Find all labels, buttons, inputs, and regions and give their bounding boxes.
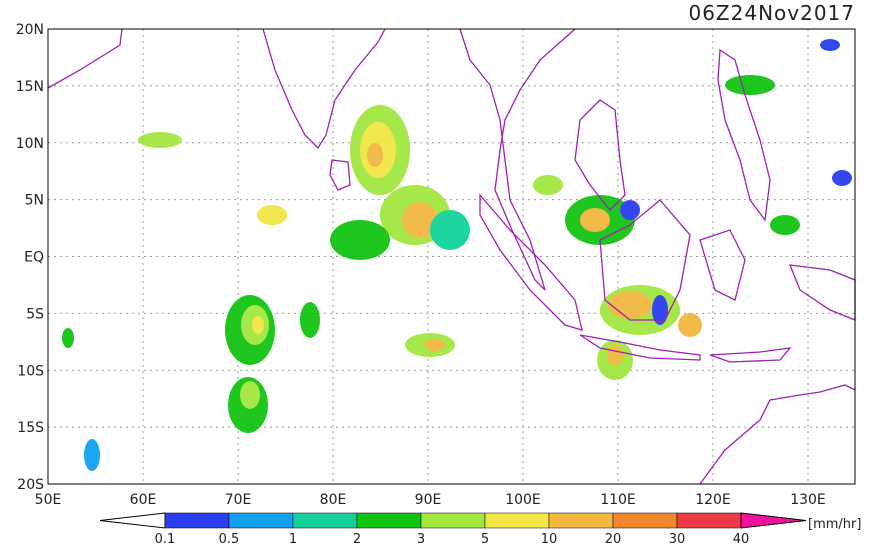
- coastline: [599, 199, 691, 321]
- colorbar-label: 0.5: [219, 532, 240, 544]
- colorbar-label: 1: [289, 532, 297, 544]
- lon-label: 60E: [130, 492, 157, 508]
- lat-label: EQ: [24, 250, 44, 266]
- colorbar: 0.1 0.5 1 2 3 5 10 20 30 40 [mm/hr]: [99, 512, 861, 547]
- lat-label: 20N: [16, 22, 44, 38]
- coastline: [47, 28, 123, 89]
- map-frame: [47, 28, 856, 485]
- lat-label: 10N: [16, 136, 44, 152]
- lon-label: 80E: [320, 492, 347, 508]
- lat-label: 10S: [17, 363, 44, 379]
- colorbar-label: 3: [417, 532, 425, 544]
- colorbar-segment: [612, 512, 678, 529]
- lat-label: 5S: [26, 306, 44, 322]
- lon-label: 120E: [695, 492, 731, 508]
- rain-blob: [62, 39, 852, 471]
- precip-field: [62, 39, 852, 471]
- coastline: [717, 48, 771, 222]
- colorbar-label: 30: [669, 532, 686, 544]
- colorbar-segment: [164, 512, 230, 529]
- colorbar-segment: [548, 512, 614, 529]
- coastline: [709, 347, 792, 363]
- colorbar-label: 5: [481, 532, 489, 544]
- lon-label: 70E: [225, 492, 252, 508]
- lon-label: 50E: [35, 492, 62, 508]
- lon-label: 130E: [790, 492, 826, 508]
- coastline: [479, 193, 583, 331]
- coastline: [579, 334, 701, 361]
- coastlines: [47, 28, 856, 485]
- colorbar-label: 2: [353, 532, 361, 544]
- colorbar-unit: [mm/hr]: [808, 517, 861, 532]
- colorbar-segment: [484, 512, 550, 529]
- coastline: [262, 28, 386, 150]
- coastline: [699, 384, 856, 485]
- lon-label: 90E: [415, 492, 442, 508]
- colorbar-segment: [228, 512, 294, 529]
- colorbar-segment: [356, 512, 422, 529]
- lat-label: 5N: [25, 193, 44, 209]
- colorbar-label: 20: [605, 532, 622, 544]
- colorbar-label: 40: [733, 532, 750, 544]
- lat-label: 20S: [17, 477, 44, 493]
- lat-label: 15S: [17, 420, 44, 436]
- lon-label: 110E: [600, 492, 636, 508]
- lon-label: 100E: [505, 492, 541, 508]
- colorbar-label: 10: [541, 532, 558, 544]
- colorbar-over: [740, 512, 807, 529]
- colorbar-segment: [676, 512, 742, 529]
- coastline: [459, 28, 576, 291]
- coastline: [329, 159, 351, 191]
- colorbar-label: 0.1: [155, 532, 176, 544]
- lat-label: 15N: [16, 79, 44, 95]
- coastline: [574, 99, 626, 211]
- colorbar-segment: [292, 512, 358, 529]
- map-title: 06Z24Nov2017: [688, 1, 855, 25]
- colorbar-segment: [420, 512, 486, 529]
- coastline: [699, 229, 746, 301]
